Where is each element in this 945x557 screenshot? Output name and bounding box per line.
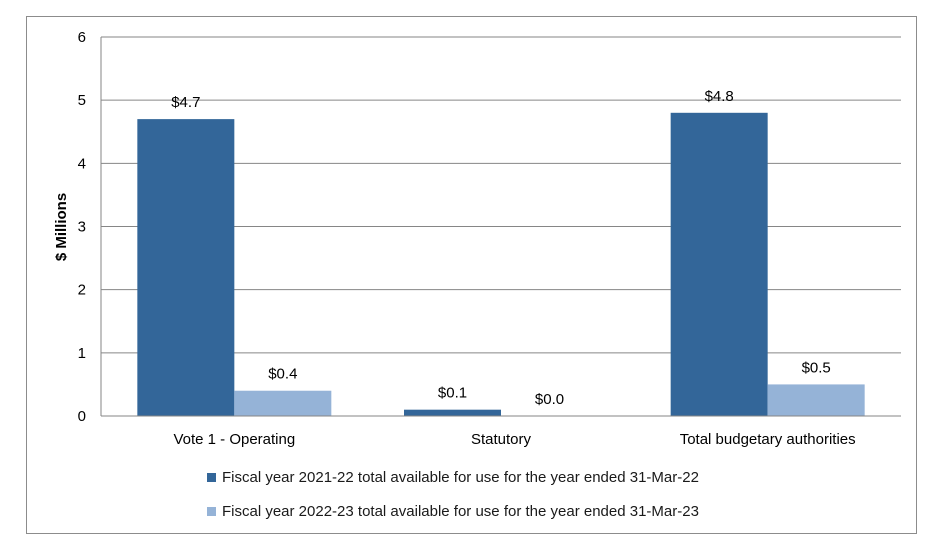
y-axis-ticks: 0 1 2 3 4 5 6	[78, 29, 86, 425]
y-tick-label: 3	[78, 219, 86, 236]
data-label-series-2: $0.5	[802, 359, 831, 376]
y-axis-title: $ Millions	[53, 193, 70, 261]
data-label-series-1: $4.8	[705, 88, 734, 105]
data-label-series-1: $4.7	[171, 94, 200, 111]
x-axis-categories: Vote 1 - Operating Statutory Total budgeta…	[101, 415, 901, 448]
bar-series-1	[137, 119, 235, 416]
y-tick-label: 2	[78, 282, 86, 299]
data-labels: $4.7 $0.4 $0.1 $0.0 $4.8 $0.5	[171, 88, 831, 408]
y-tick-label: 1	[78, 345, 86, 362]
bar-series-1	[404, 409, 501, 416]
y-tick-label: 0	[78, 408, 86, 425]
legend-label-series-1: Fiscal year 2021-22 total available for …	[222, 468, 699, 486]
legend: Fiscal year 2021-22 total available for …	[207, 467, 699, 535]
legend-item-series-1: Fiscal year 2021-22 total available for …	[207, 467, 699, 487]
y-tick-label: 4	[78, 155, 86, 172]
x-category-label: Vote 1 - Operating	[173, 431, 295, 448]
legend-item-series-2: Fiscal year 2022-23 total available for …	[207, 501, 699, 521]
x-category-label: Statutory	[471, 431, 532, 448]
y-tick-label: 5	[78, 92, 86, 109]
bar-series-1	[670, 112, 768, 417]
x-category-label: Total budgetary authorities	[680, 431, 856, 448]
bar-series-2	[767, 384, 865, 416]
data-label-series-1: $0.1	[438, 385, 467, 402]
bar-series-2	[234, 390, 332, 416]
legend-swatch-series-2	[207, 506, 216, 516]
legend-label-series-2: Fiscal year 2022-23 total available for …	[222, 502, 699, 520]
y-tick-label: 6	[78, 29, 86, 46]
bars	[137, 112, 865, 417]
data-label-series-2: $0.4	[268, 366, 297, 383]
data-label-series-2: $0.0	[535, 391, 564, 408]
legend-swatch-series-1	[207, 472, 216, 482]
